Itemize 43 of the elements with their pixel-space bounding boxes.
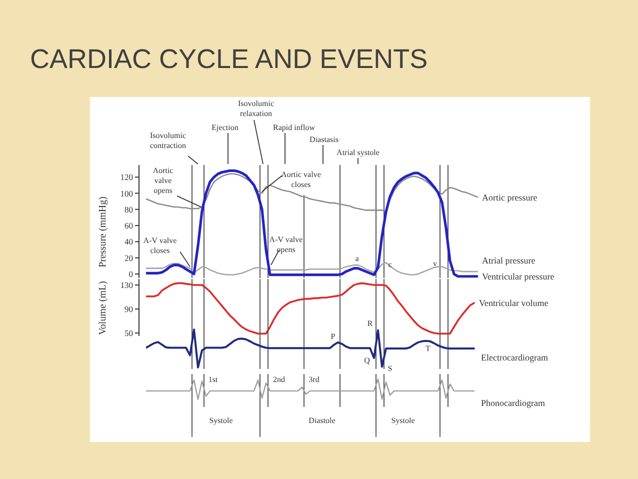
y-tick-label: 40 [124, 236, 133, 247]
annotation: S [388, 364, 392, 374]
annotation: c [388, 260, 392, 270]
annotation: Aortic valve closes [280, 170, 322, 190]
text: Systole [391, 416, 415, 426]
text: Isovolumic contraction [149, 131, 187, 151]
text: Isovolumic relaxation [237, 99, 275, 119]
text: Diastasis [310, 135, 338, 145]
annotation: T [426, 344, 430, 354]
annotation: Q [364, 356, 370, 366]
annotation: 1st [208, 375, 218, 385]
y-tick-label: 20 [124, 252, 133, 263]
annotation: 3rd [308, 375, 320, 385]
y-tick-label: 60 [124, 220, 133, 231]
text: Ejection [212, 123, 238, 133]
text: Diastole [308, 416, 336, 426]
y-tick-label: 120 [120, 172, 133, 182]
series-label: Ventricular pressure [482, 271, 554, 282]
y-axis-title: Pressure (mmHg) [98, 196, 108, 268]
y-tick-label: 0 [128, 268, 133, 279]
y-tick-label: 100 [120, 188, 133, 198]
annotation: R [367, 319, 373, 329]
series-label: Electrocardiogram [481, 352, 548, 362]
series-label: Phonocardiogram [481, 398, 545, 408]
text: Systole [209, 416, 233, 426]
annotation: A-V valve closes [142, 236, 178, 256]
y-tick-label: 130 [120, 280, 133, 290]
text: Rapid inflow [273, 123, 315, 133]
annotation: a [355, 254, 359, 264]
series-label: Atrial pressure [482, 256, 536, 266]
annotation: Aortic valve opens [152, 166, 174, 196]
y-tick-label: 50 [124, 328, 133, 338]
series-label: Ventricular volume [479, 298, 548, 308]
y-tick-label: 90 [124, 304, 133, 314]
text: Atrial systole [336, 148, 380, 158]
chart-title: CARDIAC CYCLE AND EVENTS [30, 44, 428, 74]
y-axis-title: Volume (mL) [98, 281, 108, 335]
annotation: 2nd [273, 375, 285, 385]
y-tick-label: 80 [124, 204, 133, 214]
annotation: P [330, 332, 336, 342]
series-label: Aortic pressure [482, 192, 538, 202]
annotation: A-V valve opens [268, 235, 304, 256]
annotation: v [433, 258, 437, 269]
